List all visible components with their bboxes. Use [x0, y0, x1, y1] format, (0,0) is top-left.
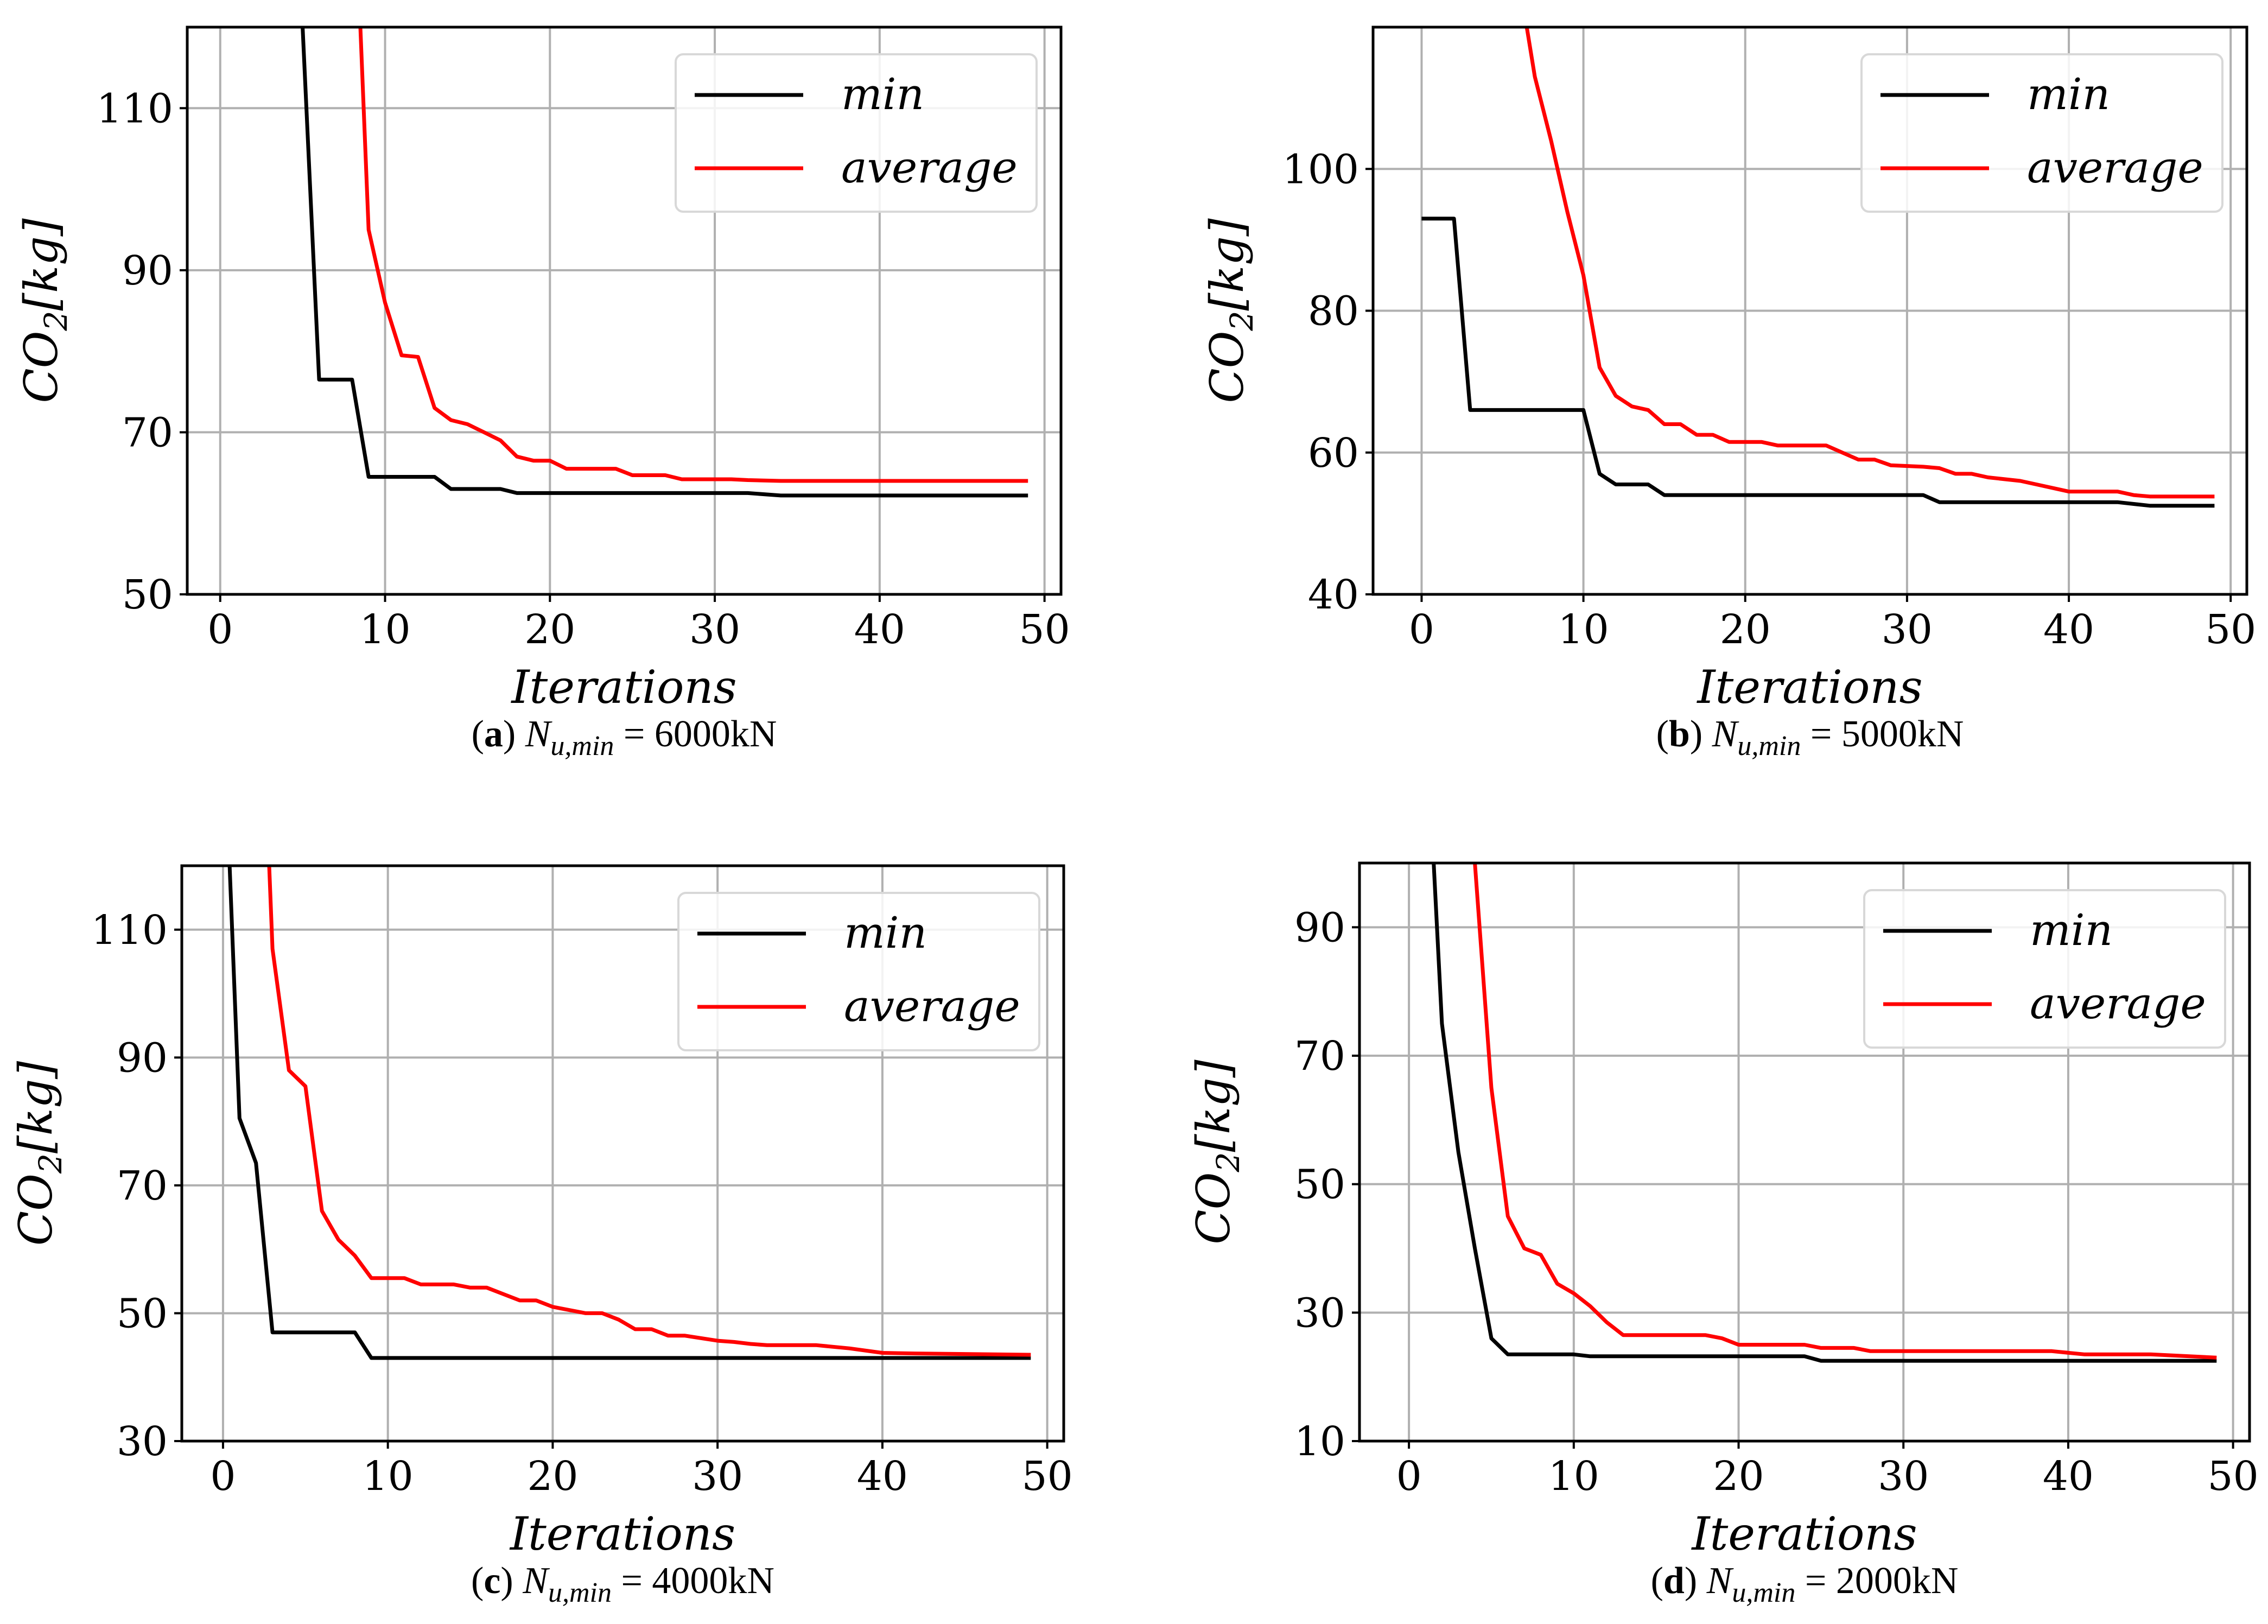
chart-panel-a: 0 10 20 30 40 50 50 70 90 110 min average Iterations… [15, 26, 1070, 762]
y-tick-label: 70 [1294, 1033, 1345, 1080]
legend-label-min: min [841, 69, 924, 119]
x-tick-label: 30 [1882, 606, 1933, 653]
legend: min average [675, 53, 1038, 213]
legend-label-min: min [2030, 905, 2113, 955]
panel-caption: (b) Nu,min = 5000kN [1656, 713, 1964, 762]
x-tick-label: 10 [1548, 1453, 1599, 1500]
x-tick-label: 20 [1720, 606, 1771, 653]
axes-frame [186, 26, 1063, 596]
axes-frame [1358, 861, 2251, 1443]
x-tick-label: 10 [359, 606, 410, 653]
y-tick-label: 110 [97, 85, 173, 132]
legend-label-min: min [844, 908, 927, 958]
y-tick-label: 50 [122, 572, 173, 618]
x-tick-label: 50 [2208, 1453, 2259, 1500]
x-tick-label: 40 [2043, 1453, 2094, 1500]
legend-label-average: average [844, 981, 1020, 1031]
series-line-average [1473, 863, 2217, 1360]
x-tick-label: 50 [1022, 1453, 1073, 1500]
chart-panel-c: 0 10 20 30 40 50 30 50 70 90 110 min average Iteratio… [9, 864, 1073, 1608]
y-tick-label: 90 [1294, 904, 1345, 951]
y-tick-label: 110 [91, 907, 168, 954]
x-axis-label: Iterations [1691, 1507, 1917, 1560]
legend: min average [1863, 889, 2226, 1049]
legend: min average [677, 892, 1040, 1051]
x-tick-label: 10 [363, 1453, 414, 1500]
y-tick-label: 70 [117, 1163, 168, 1209]
x-tick-label: 40 [854, 606, 905, 653]
y-axis-label: CO2[kg] [1200, 218, 1260, 403]
x-tick-label: 40 [2043, 606, 2094, 653]
legend-label-average: average [2030, 978, 2206, 1029]
series-line-average [1524, 27, 2215, 499]
x-tick-label: 0 [207, 606, 233, 653]
panel-caption: (d) Nu,min = 2000kN [1651, 1560, 1959, 1608]
panel-caption: (a) Nu,min = 6000kN [472, 713, 777, 762]
y-tick-label: 90 [122, 248, 173, 294]
series-line-min [301, 27, 1028, 498]
x-tick-label: 20 [524, 606, 575, 653]
x-tick-label: 20 [1713, 1453, 1764, 1500]
x-tick-label: 50 [2205, 606, 2256, 653]
y-tick-label: 40 [1308, 572, 1359, 618]
series-line-average [358, 27, 1028, 483]
axes-frame [180, 864, 1065, 1443]
y-tick-label: 10 [1294, 1418, 1345, 1465]
axes-frame [1371, 26, 2248, 596]
y-axis-label: CO2[kg] [1187, 1060, 1247, 1244]
y-tick-label: 30 [1294, 1290, 1345, 1336]
series-line-min [227, 866, 1031, 1360]
x-tick-label: 20 [527, 1453, 578, 1500]
x-tick-label: 30 [1878, 1453, 1929, 1500]
y-tick-label: 90 [117, 1035, 168, 1081]
x-tick-label: 10 [1558, 606, 1609, 653]
y-axis-label: CO2[kg] [9, 1061, 69, 1246]
x-axis-label: Iterations [1696, 661, 1922, 714]
series-line-min [1421, 217, 2215, 508]
chart-panel-d: 0 10 20 30 40 50 10 30 50 70 90 min average Iteration… [1187, 861, 2259, 1608]
y-tick-label: 70 [122, 409, 173, 456]
y-tick-label: 50 [1294, 1162, 1345, 1208]
series-line-min [1432, 863, 2217, 1363]
y-tick-label: 30 [117, 1418, 168, 1465]
panel-caption: (c) Nu,min = 4000kN [471, 1560, 774, 1608]
y-tick-label: 80 [1308, 288, 1359, 335]
y-axis-label: CO2[kg] [15, 218, 74, 403]
chart-panel-b: 0 10 20 30 40 50 40 60 80 100 min average Iterations… [1200, 26, 2256, 762]
x-tick-label: 40 [857, 1453, 908, 1500]
x-tick-label: 0 [210, 1453, 236, 1500]
x-axis-label: Iterations [510, 661, 736, 714]
legend-label-min: min [2027, 69, 2110, 119]
x-axis-label: Iterations [509, 1507, 735, 1560]
legend-label-average: average [2027, 142, 2203, 193]
x-tick-label: 50 [1019, 606, 1070, 653]
legend: min average [1860, 53, 2223, 213]
y-tick-label: 100 [1282, 146, 1359, 193]
y-tick-label: 50 [117, 1290, 168, 1337]
x-tick-label: 30 [689, 606, 740, 653]
series-line-average [267, 866, 1031, 1357]
x-tick-label: 0 [1409, 606, 1434, 653]
x-tick-label: 0 [1396, 1453, 1422, 1500]
legend-label-average: average [841, 142, 1018, 193]
y-tick-label: 60 [1308, 430, 1359, 477]
x-tick-label: 30 [692, 1453, 743, 1500]
